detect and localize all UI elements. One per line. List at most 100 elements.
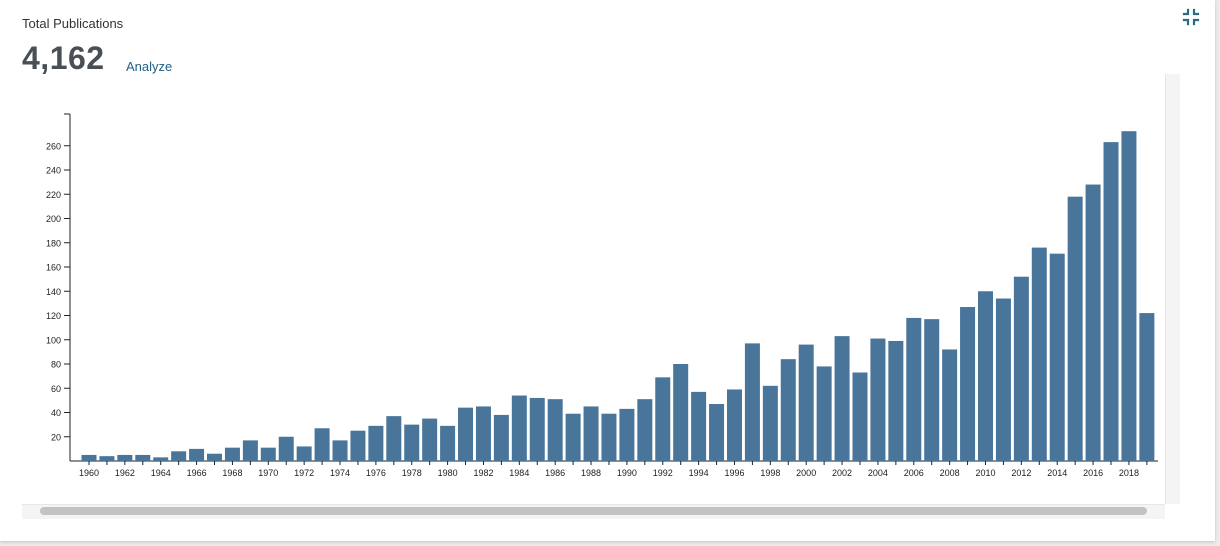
bar-2007 xyxy=(924,319,940,461)
bar-1962 xyxy=(117,454,133,461)
bar-1976 xyxy=(368,425,384,461)
bar-2013 xyxy=(1031,247,1047,461)
x-tick-label-1970: 1970 xyxy=(258,468,278,478)
analyze-link[interactable]: Analyze xyxy=(126,59,173,74)
x-tick-label-1988: 1988 xyxy=(581,468,601,478)
bar-1978 xyxy=(404,424,420,461)
x-tick-label-1998: 1998 xyxy=(760,468,780,478)
y-tick-label-120: 120 xyxy=(46,311,61,321)
x-tick-label-1966: 1966 xyxy=(187,468,207,478)
x-tick-label-1976: 1976 xyxy=(366,468,386,478)
x-tick-label-1962: 1962 xyxy=(115,468,135,478)
bar-2008 xyxy=(942,349,958,461)
bar-2012 xyxy=(1013,276,1029,461)
bar-1966 xyxy=(189,448,205,461)
x-tick-label-1990: 1990 xyxy=(617,468,637,478)
y-tick-label-180: 180 xyxy=(46,238,61,248)
bar-2001 xyxy=(816,366,832,461)
x-tick-label-1974: 1974 xyxy=(330,468,350,478)
collapse-icon[interactable] xyxy=(1182,8,1200,26)
x-tick-label-2004: 2004 xyxy=(868,468,888,478)
bar-1972 xyxy=(296,446,312,461)
x-tick-label-1994: 1994 xyxy=(689,468,709,478)
y-tick-label-40: 40 xyxy=(51,408,61,418)
x-tick-label-2010: 2010 xyxy=(975,468,995,478)
bar-2009 xyxy=(960,307,976,461)
bar-1996 xyxy=(726,389,742,461)
bar-1970 xyxy=(260,447,276,461)
y-tick-label-160: 160 xyxy=(46,263,61,273)
bar-2005 xyxy=(888,340,904,461)
bar-2017 xyxy=(1103,142,1119,462)
bar-1984 xyxy=(511,395,527,461)
x-tick-label-2008: 2008 xyxy=(940,468,960,478)
bar-1961 xyxy=(99,456,115,461)
bar-2006 xyxy=(906,317,922,461)
x-tick-label-2016: 2016 xyxy=(1083,468,1103,478)
bar-2000 xyxy=(798,344,814,461)
bar-2004 xyxy=(870,338,886,461)
bar-1981 xyxy=(458,407,474,461)
bar-1967 xyxy=(207,453,223,461)
bar-2018 xyxy=(1121,131,1137,461)
y-tick-label-100: 100 xyxy=(46,335,61,345)
bar-1989 xyxy=(601,413,617,461)
x-tick-label-2018: 2018 xyxy=(1119,468,1139,478)
bar-2015 xyxy=(1067,196,1083,462)
bar-2010 xyxy=(978,291,993,461)
x-tick-label-1992: 1992 xyxy=(653,468,673,478)
bar-1982 xyxy=(475,406,491,461)
bar-1997 xyxy=(744,343,760,461)
bar-1992 xyxy=(655,377,671,461)
x-tick-label-1978: 1978 xyxy=(402,468,422,478)
horizontal-scrollbar-thumb[interactable] xyxy=(40,507,1147,515)
y-tick-label-140: 140 xyxy=(46,287,61,297)
x-tick-label-1972: 1972 xyxy=(294,468,314,478)
bar-1977 xyxy=(386,416,402,461)
bar-2016 xyxy=(1085,184,1101,462)
bar-2019 xyxy=(1139,313,1155,461)
x-tick-label-1960: 1960 xyxy=(79,468,99,478)
x-tick-label-2012: 2012 xyxy=(1011,468,1031,478)
bar-1994 xyxy=(691,391,707,461)
x-tick-label-1986: 1986 xyxy=(545,468,565,478)
bar-1995 xyxy=(709,404,725,461)
x-tick-label-2000: 2000 xyxy=(796,468,816,478)
bar-2003 xyxy=(852,372,868,461)
bar-2014 xyxy=(1049,253,1065,461)
x-tick-label-1982: 1982 xyxy=(473,468,493,478)
y-tick-label-200: 200 xyxy=(46,214,61,224)
y-tick-label-260: 260 xyxy=(46,141,61,151)
bar-1963 xyxy=(135,454,151,461)
bar-1968 xyxy=(224,447,240,461)
y-tick-label-80: 80 xyxy=(51,360,61,370)
bar-1988 xyxy=(583,406,599,461)
bar-1969 xyxy=(242,440,258,461)
card-title: Total Publications xyxy=(22,16,124,31)
bar-1964 xyxy=(153,457,169,461)
bar-1991 xyxy=(637,399,653,461)
x-tick-label-1964: 1964 xyxy=(151,468,171,478)
vertical-scrollbar[interactable] xyxy=(1165,74,1180,504)
bar-1973 xyxy=(314,428,330,461)
bar-1965 xyxy=(171,451,187,461)
total-count: 4,162 xyxy=(22,40,105,76)
bar-1987 xyxy=(565,413,581,461)
bar-1985 xyxy=(529,397,545,461)
x-tick-label-1980: 1980 xyxy=(438,468,458,478)
y-tick-label-220: 220 xyxy=(46,190,61,200)
x-tick-label-2002: 2002 xyxy=(832,468,852,478)
y-tick-label-240: 240 xyxy=(46,166,61,176)
bar-1979 xyxy=(422,418,438,461)
bar-2011 xyxy=(995,298,1011,461)
bar-1960 xyxy=(81,454,97,461)
bar-1993 xyxy=(673,364,689,461)
y-tick-label-60: 60 xyxy=(51,384,61,394)
x-tick-label-2014: 2014 xyxy=(1047,468,1067,478)
bar-1990 xyxy=(619,408,635,461)
x-tick-label-1968: 1968 xyxy=(222,468,242,478)
bar-1983 xyxy=(493,414,509,461)
bar-1974 xyxy=(332,440,348,461)
